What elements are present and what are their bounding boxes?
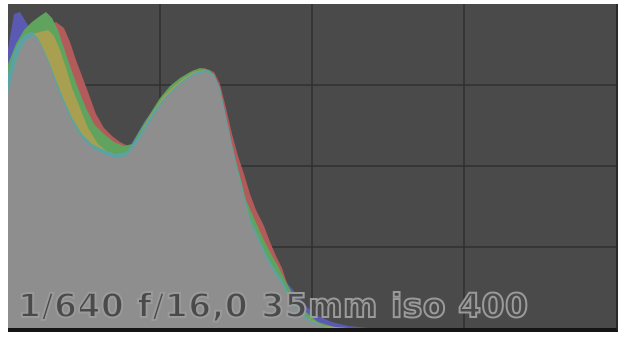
shutter-speed: 1/640 xyxy=(17,286,125,325)
histogram-graph[interactable] xyxy=(8,4,616,328)
aperture: f/16,0 xyxy=(136,286,249,325)
luminance-histogram xyxy=(8,36,328,328)
iso-value: iso 400 xyxy=(390,286,529,325)
histogram-panel: 1/640 f/16,0 35mm iso 400 xyxy=(8,4,618,332)
exif-info-overlay: 1/640 f/16,0 35mm iso 400 xyxy=(17,286,529,325)
focal-length: 35mm xyxy=(260,286,378,325)
